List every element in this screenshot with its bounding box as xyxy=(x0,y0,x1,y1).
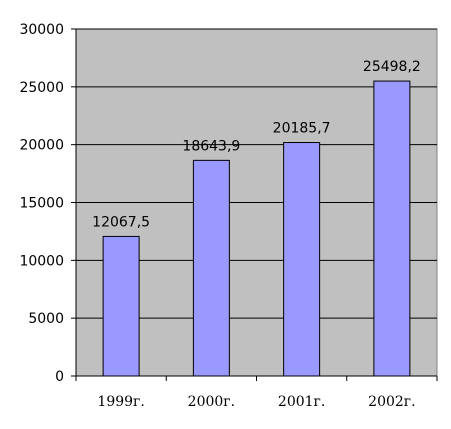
y-tick-label: 0 xyxy=(55,369,64,385)
y-tick-label: 15000 xyxy=(19,196,64,212)
data-label: 18643,9 xyxy=(182,138,240,154)
data-label: 20185,7 xyxy=(273,121,331,137)
bar xyxy=(102,235,140,377)
x-tick-label: 1999г. xyxy=(97,394,144,410)
data-label: 25498,2 xyxy=(363,59,421,75)
y-tick-label: 20000 xyxy=(19,138,64,154)
y-tick-label: 5000 xyxy=(28,311,64,327)
x-tick-label: 2002г. xyxy=(368,394,415,410)
x-tick-label: 2001г. xyxy=(278,394,325,410)
x-tick-label: 2000г. xyxy=(188,394,235,410)
data-labels: 12067,5 18643,9 20185,7 25498,2 xyxy=(92,59,421,230)
bar xyxy=(192,159,230,377)
bar xyxy=(373,80,411,377)
x-axis-ticks: 1999г. 2000г. 2001г. 2002г. xyxy=(75,376,438,410)
bars xyxy=(102,80,411,377)
y-tick-label: 30000 xyxy=(19,22,64,38)
y-axis-ticks: 0 5000 10000 15000 20000 25000 30000 xyxy=(19,22,76,385)
y-tick-label: 25000 xyxy=(19,80,64,96)
bar xyxy=(283,142,321,377)
y-tick-label: 10000 xyxy=(19,253,64,269)
data-label: 12067,5 xyxy=(92,214,150,230)
